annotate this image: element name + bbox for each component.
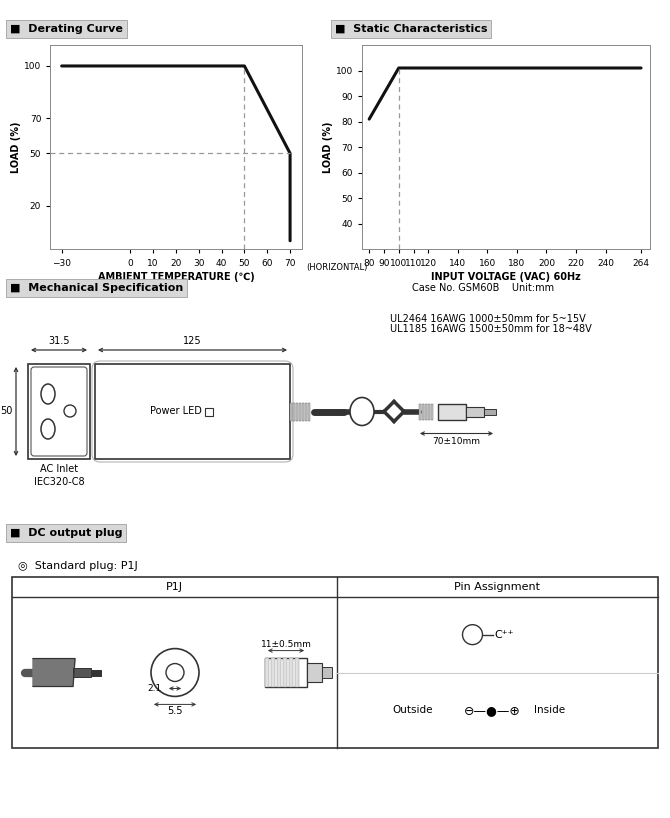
- Text: 2.1: 2.1: [148, 684, 162, 693]
- Bar: [205, 407, 213, 416]
- Bar: [293, 402, 295, 420]
- Ellipse shape: [350, 398, 374, 425]
- Bar: [265, 658, 307, 687]
- Text: Inside: Inside: [534, 705, 565, 716]
- Bar: [277, 658, 281, 687]
- Circle shape: [462, 625, 482, 645]
- Bar: [12, 577, 658, 748]
- Bar: [296, 402, 298, 420]
- Bar: [290, 402, 292, 420]
- FancyBboxPatch shape: [31, 367, 87, 456]
- Text: AC Inlet
IEC320-C8: AC Inlet IEC320-C8: [34, 464, 84, 488]
- Bar: [283, 658, 287, 687]
- Circle shape: [151, 649, 199, 696]
- Text: ■  Static Characteristics: ■ Static Characteristics: [335, 24, 488, 34]
- Polygon shape: [33, 658, 75, 686]
- Bar: [289, 658, 293, 687]
- Text: 70±10mm: 70±10mm: [433, 437, 480, 446]
- Text: 5.5: 5.5: [168, 707, 183, 717]
- Bar: [91, 669, 101, 676]
- Text: ■  Derating Curve: ■ Derating Curve: [10, 24, 123, 34]
- Text: ⊖—●—⊕: ⊖—●—⊕: [464, 703, 521, 717]
- X-axis label: AMBIENT TEMPERATURE (℃): AMBIENT TEMPERATURE (℃): [98, 272, 254, 281]
- Bar: [431, 403, 433, 420]
- Text: Pin Assignment: Pin Assignment: [454, 582, 541, 591]
- Bar: [299, 402, 301, 420]
- Text: UL2464 16AWG 1000±50mm for 5~15V: UL2464 16AWG 1000±50mm for 5~15V: [390, 314, 586, 324]
- Text: 125: 125: [183, 336, 202, 346]
- Bar: [425, 403, 427, 420]
- Text: Power LED: Power LED: [150, 407, 202, 416]
- Bar: [438, 403, 466, 420]
- Ellipse shape: [41, 384, 55, 404]
- Bar: [484, 408, 496, 415]
- Ellipse shape: [41, 419, 55, 439]
- Text: ■  Mechanical Specification: ■ Mechanical Specification: [10, 283, 184, 293]
- Bar: [271, 658, 275, 687]
- Y-axis label: LOAD (%): LOAD (%): [323, 122, 333, 173]
- Bar: [295, 658, 299, 687]
- Y-axis label: LOAD (%): LOAD (%): [11, 122, 21, 173]
- Text: P1J: P1J: [166, 582, 183, 591]
- Bar: [322, 667, 332, 678]
- Bar: [308, 402, 310, 420]
- Bar: [305, 402, 307, 420]
- Text: (HORIZONTAL): (HORIZONTAL): [306, 263, 368, 272]
- Circle shape: [166, 663, 184, 681]
- Text: ■  DC output plug: ■ DC output plug: [10, 528, 123, 538]
- Bar: [95, 364, 290, 459]
- Text: Outside: Outside: [392, 705, 433, 716]
- Bar: [419, 403, 421, 420]
- Bar: [28, 364, 90, 459]
- Bar: [422, 403, 424, 420]
- Text: 11±0.5mm: 11±0.5mm: [261, 640, 312, 649]
- Bar: [265, 658, 269, 687]
- Bar: [428, 403, 430, 420]
- Text: UL1185 16AWG 1500±50mm for 18~48V: UL1185 16AWG 1500±50mm for 18~48V: [390, 324, 592, 334]
- Bar: [307, 663, 322, 682]
- X-axis label: INPUT VOLTAGE (VAC) 60Hz: INPUT VOLTAGE (VAC) 60Hz: [431, 272, 581, 281]
- Bar: [73, 667, 91, 677]
- Text: 50: 50: [1, 407, 13, 416]
- Bar: [302, 402, 304, 420]
- Text: Case No. GSM60B    Unit:mm: Case No. GSM60B Unit:mm: [412, 283, 554, 293]
- Circle shape: [64, 405, 76, 417]
- Text: C⁺⁺: C⁺⁺: [494, 630, 514, 640]
- Text: ◎  Standard plug: P1J: ◎ Standard plug: P1J: [18, 561, 138, 571]
- Text: 31.5: 31.5: [48, 336, 70, 346]
- Bar: [466, 407, 484, 416]
